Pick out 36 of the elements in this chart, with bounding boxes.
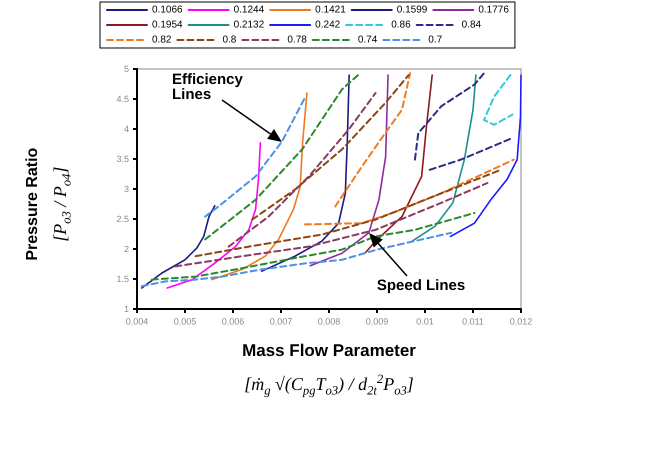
legend-label: 0.86 <box>391 20 412 30</box>
x-tick-label: 0.01 <box>416 316 434 326</box>
y-tick-label: 5 <box>124 64 129 74</box>
text: Mass Flow Parameter [ṁ$_{g}$ √(C$_{pg}$T$_{o3}$) / d$_{2t}$$^{2}$P$_{o3}$] <box>242 341 416 398</box>
annotation: Efficiency Lines <box>172 71 248 103</box>
y-tick-label: 1 <box>124 304 129 314</box>
x-tick-label: 0.006 <box>222 316 244 326</box>
x-tick-label: 0.007 <box>270 316 292 326</box>
legend-label: 0.7 <box>428 34 443 46</box>
legend-label: 0.1954 <box>152 20 184 30</box>
legend-label: 0.1599 <box>396 4 428 16</box>
x-tick-label: 0.011 <box>462 316 484 326</box>
legend-label: 0.1244 <box>234 4 265 16</box>
y-tick-label: 2.5 <box>116 214 129 224</box>
legend-label: 0.1776 <box>478 4 510 16</box>
y-tick-label: 1.5 <box>116 274 129 284</box>
legend-label: 0.242 <box>315 20 341 30</box>
annotation: Speed Lines <box>376 276 466 294</box>
legend-label: 0.78 <box>287 34 308 46</box>
x-tick-label: 0.004 <box>126 316 148 326</box>
x-tick-label: 0.005 <box>174 316 196 326</box>
y-tick-label: 4 <box>124 124 129 134</box>
legend-label: 0.1066 <box>152 4 184 16</box>
legend-label: 0.8 <box>222 34 237 46</box>
legend-label: 0.74 <box>358 34 378 46</box>
legend-label: 0.84 <box>462 20 482 30</box>
legend-label: 0.2132 <box>234 20 265 30</box>
x-tick-label: 0.012 <box>510 316 532 326</box>
legend-label: 0.1421 <box>315 4 346 16</box>
legend-label: 0.82 <box>152 34 172 46</box>
y-tick-label: 3 <box>124 184 129 194</box>
y-tick-label: 3.5 <box>116 154 129 164</box>
y-tick-label: 2 <box>124 244 129 254</box>
x-tick-label: 0.008 <box>318 316 340 326</box>
y-tick-label: 4.5 <box>116 94 129 104</box>
x-tick-label: 0.009 <box>366 316 388 326</box>
